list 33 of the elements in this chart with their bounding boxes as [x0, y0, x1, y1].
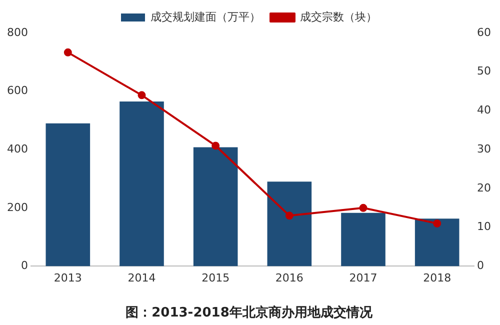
bar [193, 147, 238, 266]
point [359, 204, 368, 212]
y-tick-label: 200 [6, 200, 28, 214]
x-tick-label: 2014 [128, 272, 156, 285]
x-tick-label: 2015 [202, 272, 230, 285]
x-tick-label: 2017 [349, 272, 378, 285]
text: 图：2013-2018年北京商办用地成交情况 [126, 304, 374, 321]
legend-label: 成交宗数（块） [300, 10, 377, 24]
y2-tick-label: 10 [477, 220, 492, 234]
x-tick-label: 2016 [275, 272, 304, 285]
point [138, 91, 146, 100]
legend-label: 成交规划建面（万平） [150, 10, 260, 24]
y2-tick-label: 40 [477, 104, 492, 117]
x-tick-label: 2013 [54, 272, 82, 285]
point [64, 48, 72, 56]
y2-tick-label: 60 [477, 26, 492, 39]
bar [120, 102, 164, 266]
y-tick-label: 0 [20, 259, 28, 272]
y-tick-label: 800 [6, 26, 28, 39]
y2-tick-label: 0 [477, 259, 484, 272]
bar [414, 218, 460, 266]
y2-tick-label: 30 [477, 142, 492, 156]
bar [46, 123, 90, 266]
point [212, 142, 220, 150]
y-tick-label: 400 [6, 142, 28, 156]
y2-tick-label: 50 [477, 64, 492, 78]
x-tick-label: 2018 [423, 272, 452, 285]
point [433, 219, 442, 228]
bar [341, 212, 386, 266]
bar [267, 182, 312, 266]
point [285, 212, 294, 220]
y-tick-label: 600 [6, 84, 28, 98]
y2-tick-label: 20 [477, 181, 492, 194]
